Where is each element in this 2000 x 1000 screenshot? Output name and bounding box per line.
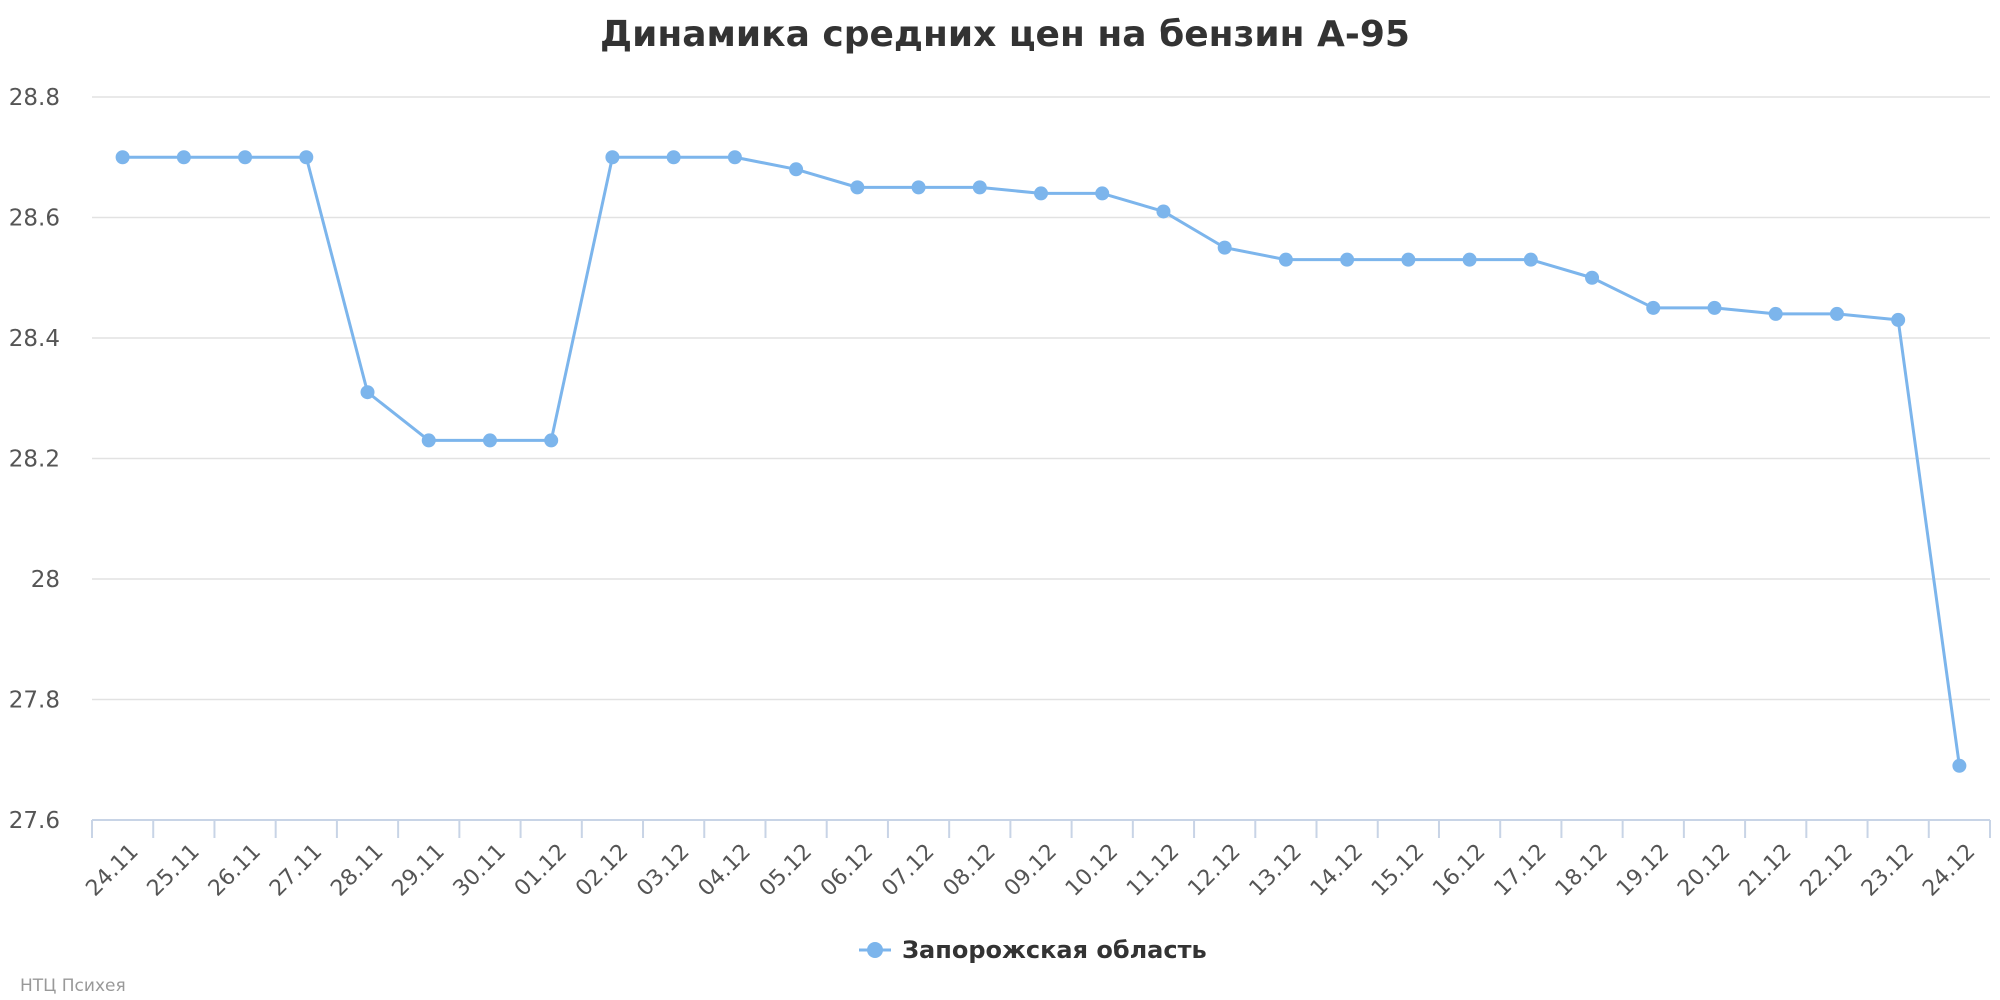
data-point[interactable] (238, 150, 253, 165)
x-tick-label: 10.12 (1061, 839, 1123, 901)
x-tick-label: 26.11 (204, 839, 266, 901)
x-tick-label: 23.12 (1857, 839, 1919, 901)
x-tick-label: 14.12 (1306, 839, 1368, 901)
y-tick-label: 28.8 (9, 85, 60, 111)
data-point[interactable] (360, 385, 375, 400)
data-point[interactable] (1768, 306, 1783, 321)
x-tick-label: 25.11 (143, 839, 205, 901)
x-tick-label: 03.12 (632, 839, 694, 901)
legend-marker (867, 942, 883, 958)
x-tick-label: 28.11 (326, 839, 388, 901)
data-point[interactable] (1952, 758, 1967, 773)
x-tick-label: 17.12 (1490, 839, 1552, 901)
x-tick-label: 12.12 (1183, 839, 1245, 901)
credits-text[interactable]: НТЦ Психея (20, 976, 126, 996)
data-point[interactable] (789, 162, 804, 177)
data-point[interactable] (850, 180, 865, 195)
data-point[interactable] (1217, 240, 1232, 255)
data-point[interactable] (1462, 252, 1477, 267)
series-line (122, 155, 1961, 766)
y-tick-label: 28.2 (9, 447, 60, 473)
x-tick-label: 04.12 (694, 839, 756, 901)
data-point[interactable] (421, 433, 436, 448)
x-tick-label: 20.12 (1673, 839, 1735, 901)
x-tick-label: 02.12 (571, 839, 633, 901)
x-tick-label: 27.11 (265, 839, 327, 901)
data-point[interactable] (1095, 186, 1110, 201)
y-tick-label: 27.6 (9, 808, 60, 834)
chart-title: Динамика средних цен на бензин А-95 (600, 14, 1410, 55)
x-tick-label: 16.12 (1428, 839, 1490, 901)
x-tick-label: 19.12 (1612, 839, 1674, 901)
data-point[interactable] (544, 433, 559, 448)
data-point[interactable] (1401, 252, 1416, 267)
y-tick-label: 28.6 (9, 206, 60, 232)
data-point[interactable] (1829, 306, 1844, 321)
data-point[interactable] (911, 180, 926, 195)
x-tick-label: 08.12 (939, 839, 1001, 901)
y-tick-label: 28 (31, 567, 60, 593)
x-tick-label: 18.12 (1551, 839, 1613, 901)
data-point[interactable] (1523, 252, 1538, 267)
x-tick-label: 05.12 (755, 839, 817, 901)
x-tick-label: 30.11 (449, 839, 511, 901)
data-point[interactable] (1646, 300, 1661, 315)
data-point[interactable] (1585, 270, 1600, 285)
series-layer (115, 150, 1967, 773)
x-tick-label: 13.12 (1245, 839, 1307, 901)
grid-lines (92, 96, 1990, 701)
x-tick-label: 11.12 (1122, 839, 1184, 901)
data-point[interactable] (482, 433, 497, 448)
data-point[interactable] (666, 150, 681, 165)
x-tick-label: 06.12 (816, 839, 878, 901)
data-point[interactable] (1034, 186, 1048, 201)
x-tick-label: 24.12 (1918, 839, 1980, 901)
y-tick-label: 28.4 (9, 326, 60, 352)
x-tick-label: 15.12 (1367, 839, 1429, 901)
legend[interactable]: Запорожская область (859, 936, 1207, 964)
data-point[interactable] (115, 150, 130, 165)
y-axis: 27.6 27.8 28 28.2 28.4 28.6 28.8 (9, 85, 60, 834)
data-point[interactable] (299, 150, 314, 165)
x-tick-label: 01.12 (510, 839, 572, 901)
y-tick-label: 27.8 (9, 688, 60, 714)
x-tick-label: 22.12 (1796, 839, 1858, 901)
data-point[interactable] (605, 150, 620, 165)
x-tick-label: 24.11 (81, 839, 143, 901)
legend-label: Запорожская область (902, 936, 1207, 964)
x-tick-label: 09.12 (1000, 839, 1062, 901)
x-tick-label: 21.12 (1734, 839, 1796, 901)
data-point[interactable] (176, 150, 191, 165)
x-axis: 24.11 25.11 26.11 27.11 28.11 29.11 30.11 01.12… (81, 819, 1991, 902)
x-tick-label: 29.11 (388, 839, 450, 901)
x-tick-label: 07.12 (877, 839, 939, 901)
data-point[interactable] (1340, 252, 1355, 267)
data-point[interactable] (1891, 312, 1906, 327)
data-point[interactable] (727, 150, 742, 165)
data-point[interactable] (1278, 252, 1293, 267)
data-point[interactable] (1156, 204, 1171, 219)
data-point[interactable] (1707, 300, 1722, 315)
data-point[interactable] (972, 180, 987, 195)
